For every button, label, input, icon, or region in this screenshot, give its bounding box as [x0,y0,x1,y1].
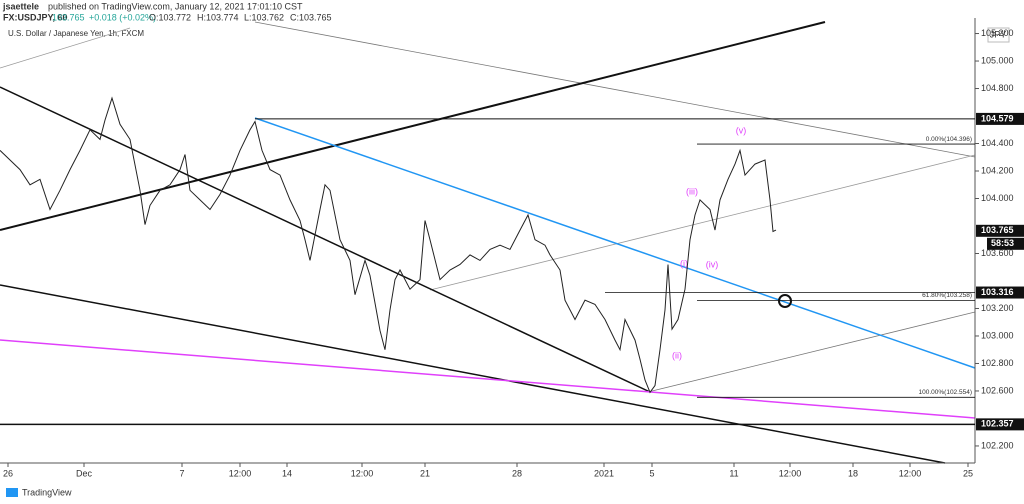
y-tick-label: 103.000 [981,330,1014,340]
x-tick-label: 14 [282,468,292,478]
level-label-box [976,112,1024,125]
x-tick-label: 21 [420,468,430,478]
high: H:103.774 [197,12,239,22]
y-tick-label: 103.600 [981,248,1014,258]
level-label: 104.579 [981,113,1014,123]
x-tick-label: 7 [179,468,184,478]
x-tick-label: 12:00 [899,468,922,478]
x-tick-label: 26 [3,468,13,478]
trend-line [254,21,976,158]
x-tick-label: 12:00 [229,468,252,478]
currency: JPY [990,29,1007,39]
brand: TradingView [22,487,72,497]
trend-line [647,311,976,393]
wave-label: (i) [680,258,688,268]
x-tick-label: 11 [729,468,738,478]
x-tick-label: 18 [848,468,858,478]
published: published on TradingView.com, January 12… [48,1,303,11]
countdown-box [987,237,1024,250]
open: O:103.772 [149,12,191,22]
fib-label: 61.80%(103.258) [922,292,972,299]
trend-line [254,117,976,369]
level-label-box [976,418,1024,431]
change: +0.018 (+0.02%) [89,12,156,22]
y-tick-label: 104.800 [981,83,1014,93]
chart-title: U.S. Dollar / Japanese Yen, 1h, FXCM [8,29,144,38]
fib-label: 0.00%(104.396) [926,136,972,143]
y-tick-label: 104.400 [981,138,1014,148]
price-line [0,96,777,394]
level-label: 102.357 [981,419,1014,429]
currency-box [987,27,1010,43]
trend-line [0,284,946,464]
y-tick-label: 105.200 [981,28,1014,38]
x-tick-label: 12:00 [351,468,374,478]
close: C:103.765 [290,12,332,22]
drawings [0,21,976,464]
x-tick-label: 5 [649,468,654,478]
symbol: FX:USDJPY, 60 [3,12,68,22]
wave-label: (iii) [686,186,698,196]
x-tick-label: 2021 [594,468,614,478]
level-label: 103.316 [981,287,1014,297]
trend-line [0,339,976,419]
x-tick-label: 25 [963,468,973,478]
trend-line [429,154,976,291]
trend-line [0,21,826,231]
wave-label: (v) [736,125,747,135]
level-label-box [976,286,1024,299]
x-tick-label: 12:00 [779,468,802,478]
trend-line [0,27,131,69]
last-price-label: 103.765 [981,225,1014,235]
last: 103.765 [52,12,85,22]
fib-label: 100.00%(102.554) [919,389,973,396]
low: L:103.762 [244,12,284,22]
trend-line [0,86,651,393]
wave-label: (ii) [672,350,682,360]
y-tick-label: 102.200 [981,440,1014,450]
y-tick-label: 104.000 [981,193,1014,203]
y-tick-label: 103.200 [981,303,1014,313]
y-tick-label: 102.600 [981,385,1014,395]
target-circle [778,294,792,308]
footer [0,484,1024,504]
y-tick-label: 102.800 [981,358,1014,368]
countdown: 58:53 [991,238,1014,248]
x-tick-label: Dec [76,468,93,478]
x-tick-label: 28 [512,468,522,478]
y-tick-label: 105.000 [981,55,1014,65]
wave-label: (iv) [706,259,719,269]
logo [6,488,18,497]
author: jsaettele [2,1,39,11]
y-tick-label: 104.200 [981,165,1014,175]
last-price-box [976,224,1024,237]
